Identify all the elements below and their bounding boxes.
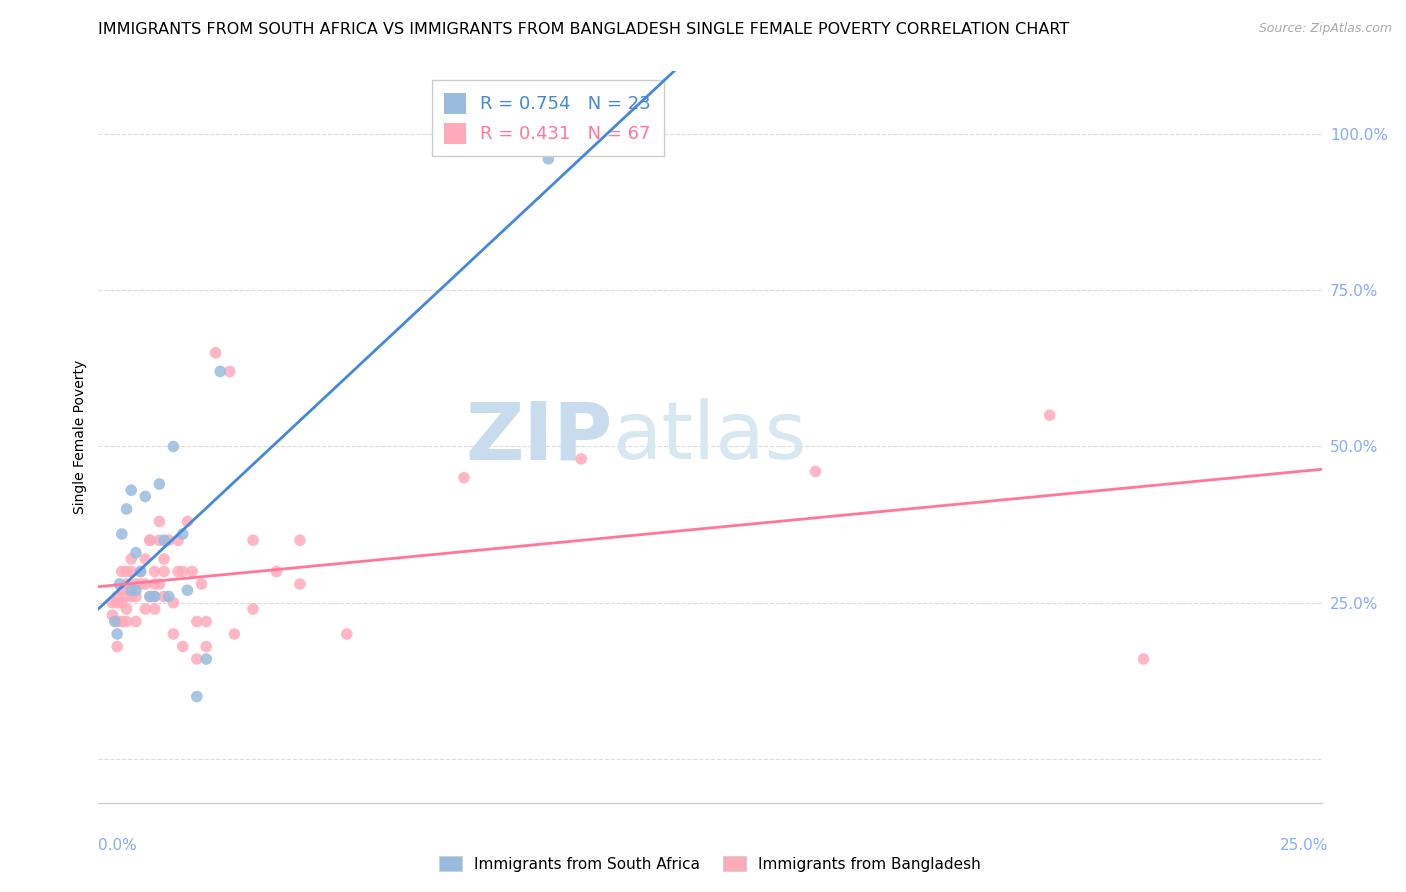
Point <box>125 590 148 604</box>
Point <box>125 583 148 598</box>
Point <box>172 565 194 579</box>
Point <box>186 690 208 704</box>
Point <box>804 465 827 479</box>
Point <box>157 590 180 604</box>
Point <box>148 533 170 548</box>
Point <box>195 640 218 654</box>
Point <box>190 577 212 591</box>
Text: Source: ZipAtlas.com: Source: ZipAtlas.com <box>1258 22 1392 36</box>
Point <box>139 590 162 604</box>
Point <box>139 590 162 604</box>
Point <box>176 515 198 529</box>
Point <box>224 627 246 641</box>
Point <box>288 533 311 548</box>
Legend: Immigrants from South Africa, Immigrants from Bangladesh: Immigrants from South Africa, Immigrants… <box>432 848 988 880</box>
Point <box>143 565 166 579</box>
Point <box>115 502 138 516</box>
Point <box>120 552 142 566</box>
Point <box>153 552 176 566</box>
Point <box>143 602 166 616</box>
Point <box>104 615 127 629</box>
Point <box>115 590 138 604</box>
Point <box>120 483 142 498</box>
Point <box>115 615 138 629</box>
Point <box>209 364 232 378</box>
Point <box>288 577 311 591</box>
Point <box>266 565 288 579</box>
Point <box>134 490 156 504</box>
Point <box>105 640 128 654</box>
Point <box>105 627 128 641</box>
Point <box>186 652 208 666</box>
Point <box>115 577 138 591</box>
Point <box>143 590 166 604</box>
Point <box>134 602 156 616</box>
Point <box>153 565 176 579</box>
Text: 25.0%: 25.0% <box>1281 838 1329 853</box>
Point <box>172 527 194 541</box>
Point <box>162 627 184 641</box>
Point <box>115 565 138 579</box>
Point <box>569 452 592 467</box>
Point <box>134 577 156 591</box>
Point <box>143 590 166 604</box>
Point <box>153 590 176 604</box>
Point <box>181 565 204 579</box>
Point <box>129 565 152 579</box>
Point <box>453 471 475 485</box>
Point <box>101 596 124 610</box>
Text: atlas: atlas <box>612 398 807 476</box>
Point <box>111 565 134 579</box>
Point <box>111 615 134 629</box>
Point <box>139 533 162 548</box>
Point <box>1039 408 1062 422</box>
Point <box>162 440 184 454</box>
Point <box>143 577 166 591</box>
Point <box>162 596 184 610</box>
Text: 0.0%: 0.0% <box>98 838 138 853</box>
Point <box>101 608 124 623</box>
Point <box>120 590 142 604</box>
Point <box>218 364 240 378</box>
Point <box>115 602 138 616</box>
Point <box>172 640 194 654</box>
Point <box>125 546 148 560</box>
Point <box>336 627 359 641</box>
Point <box>125 615 148 629</box>
Point <box>111 527 134 541</box>
Point <box>129 565 152 579</box>
Text: IMMIGRANTS FROM SOUTH AFRICA VS IMMIGRANTS FROM BANGLADESH SINGLE FEMALE POVERTY: IMMIGRANTS FROM SOUTH AFRICA VS IMMIGRAN… <box>98 22 1070 37</box>
Point <box>148 577 170 591</box>
Point <box>186 615 208 629</box>
Point <box>139 533 162 548</box>
Point <box>157 533 180 548</box>
Point <box>129 577 152 591</box>
Y-axis label: Single Female Poverty: Single Female Poverty <box>73 360 87 514</box>
Point <box>120 565 142 579</box>
Point <box>242 602 264 616</box>
Point <box>195 652 218 666</box>
Point <box>105 590 128 604</box>
Text: ZIP: ZIP <box>465 398 612 476</box>
Point <box>167 565 190 579</box>
Point <box>167 533 190 548</box>
Point <box>204 345 226 359</box>
Point <box>148 515 170 529</box>
Point <box>176 583 198 598</box>
Point <box>108 577 131 591</box>
Point <box>153 533 176 548</box>
Point <box>148 477 170 491</box>
Point <box>195 615 218 629</box>
Point <box>111 583 134 598</box>
Point <box>105 615 128 629</box>
Point <box>537 152 560 166</box>
Point <box>120 583 142 598</box>
Point <box>1132 652 1154 666</box>
Point <box>111 596 134 610</box>
Point <box>125 577 148 591</box>
Point <box>105 596 128 610</box>
Point <box>242 533 264 548</box>
Point <box>134 552 156 566</box>
